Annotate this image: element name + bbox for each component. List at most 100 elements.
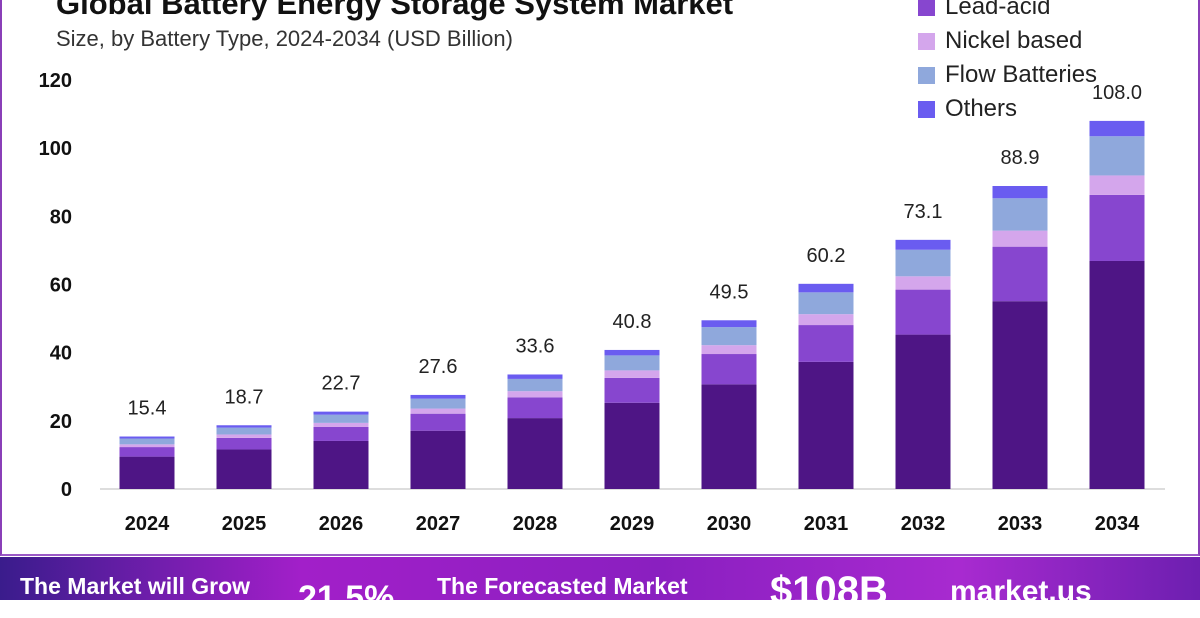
legend-label: Nickel based [945, 27, 1083, 54]
total-label: 33.6 [516, 335, 555, 357]
x-tick-label: 2027 [416, 513, 461, 535]
bar-segment-others [895, 239, 951, 250]
bar-segment-lead-acid [410, 413, 466, 431]
total-label: 88.9 [1001, 147, 1040, 169]
bar-segment-base [895, 334, 951, 489]
bar-segment-flow-batteries [410, 398, 466, 409]
bar-segment-lead-acid [216, 437, 272, 450]
x-tick-label: 2030 [707, 513, 752, 535]
y-tick-label: 0 [61, 479, 72, 501]
bar-segment-lead-acid [992, 246, 1048, 302]
x-tick-label: 2026 [319, 513, 364, 535]
grow-label: The Market will Grow [20, 573, 251, 599]
bar-segment-base [701, 384, 757, 489]
bar-segment-others [992, 185, 1048, 199]
bar-segment-lead-acid [604, 377, 660, 403]
bar-segment-base [216, 449, 272, 489]
legend-swatch [918, 32, 935, 50]
legend-swatch [918, 0, 935, 16]
total-label: 49.5 [710, 281, 749, 303]
chart-plot: 0 20 40 60 80 100 120 15.4 2024 18.7 2025 22.7 2026 2… [39, 70, 1165, 535]
total-label: 27.6 [419, 356, 458, 378]
total-label: 40.8 [613, 311, 652, 333]
y-tick-label: 100 [39, 138, 72, 160]
bar-segment-others [798, 283, 854, 293]
bar-segment-others [701, 320, 757, 328]
bar-segment-base [798, 361, 854, 489]
bar-segment-others [216, 425, 272, 428]
bar-segment-nickel-based [119, 444, 175, 448]
x-tick-label: 2029 [610, 513, 655, 535]
bar-segment-base [507, 418, 563, 489]
x-tick-label: 2024 [125, 513, 170, 535]
x-tick-label: 2025 [222, 513, 267, 535]
bar-segment-flow-batteries [992, 198, 1048, 231]
y-tick-label: 80 [50, 206, 72, 228]
total-label: 108.0 [1092, 82, 1142, 104]
legend-item: Flow Batteries [918, 58, 1097, 92]
bar-segment-nickel-based [1089, 175, 1145, 195]
bar-segment-nickel-based [992, 230, 1048, 247]
bar-segment-nickel-based [798, 314, 854, 326]
chart-title: Global Battery Energy Storage System Mar… [56, 0, 734, 21]
bar-segment-lead-acid [798, 325, 854, 362]
legend-swatch [918, 66, 935, 84]
bar-segment-flow-batteries [507, 378, 563, 392]
bar-segment-base [992, 301, 1048, 489]
total-label: 18.7 [225, 386, 264, 408]
chart-frame [0, 0, 1200, 556]
bar-segment-base [119, 456, 175, 489]
bar-segment-nickel-based [604, 370, 660, 378]
y-tick-label: 20 [50, 411, 72, 433]
legend-label: Others [945, 95, 1018, 122]
bar-segment-flow-batteries [604, 355, 660, 371]
bar-segment-nickel-based [313, 422, 369, 427]
footer-banner: The Market will Grow 21.5% The Forecaste… [0, 557, 1200, 617]
bar-segment-others [604, 349, 660, 356]
bar-segment-lead-acid [119, 447, 175, 457]
brand-logo: market.us [950, 575, 1092, 608]
bar-segment-nickel-based [507, 391, 563, 398]
bar-segment-others [1089, 120, 1145, 137]
total-label: 15.4 [128, 398, 167, 420]
total-label: 73.1 [904, 201, 943, 223]
bar-segment-lead-acid [507, 397, 563, 419]
bar-segment-base [604, 402, 660, 489]
legend-label: Lead-acid [945, 0, 1051, 20]
bar-segment-others [119, 436, 175, 439]
bar-segment-nickel-based [216, 434, 272, 438]
bar-segment-others [507, 374, 563, 379]
forecast-label: The Forecasted Market [437, 573, 688, 599]
bar-segment-lead-acid [313, 426, 369, 441]
chart-subtitle: Size, by Battery Type, 2024-2034 (USD Bi… [56, 26, 513, 51]
x-tick-label: 2034 [1095, 513, 1140, 535]
bar-segment-lead-acid [895, 289, 951, 335]
bar-segment-lead-acid [1089, 194, 1145, 261]
forecast-value: $108B [770, 569, 888, 613]
legend-item: Nickel based [918, 24, 1097, 58]
x-tick-label: 2032 [901, 513, 946, 535]
bar-segment-flow-batteries [701, 327, 757, 346]
bar-segment-flow-batteries [798, 292, 854, 315]
total-label: 60.2 [807, 245, 846, 267]
bar-segment-others [313, 411, 369, 415]
bar-segment-flow-batteries [895, 249, 951, 277]
bar-segment-base [1089, 260, 1145, 489]
bar-segment-flow-batteries [1089, 136, 1145, 176]
x-tick-label: 2028 [513, 513, 558, 535]
x-tick-label: 2031 [804, 513, 849, 535]
legend: Lead-acid Nickel based Flow Batteries Other… [918, 0, 1097, 126]
y-tick-label: 120 [39, 70, 72, 92]
bar-segment-flow-batteries [216, 427, 272, 435]
y-tick-label: 60 [50, 275, 72, 297]
bar-segment-flow-batteries [313, 414, 369, 423]
bar-segment-base [313, 440, 369, 489]
bar-segment-base [410, 430, 466, 489]
bar-segment-flow-batteries [119, 438, 175, 445]
bar-segment-lead-acid [701, 354, 757, 385]
total-label: 22.7 [322, 373, 361, 395]
legend-label: Flow Batteries [945, 61, 1098, 88]
legend-swatch [918, 100, 935, 118]
bar-segment-nickel-based [701, 345, 757, 355]
bar-segment-nickel-based [410, 408, 466, 414]
